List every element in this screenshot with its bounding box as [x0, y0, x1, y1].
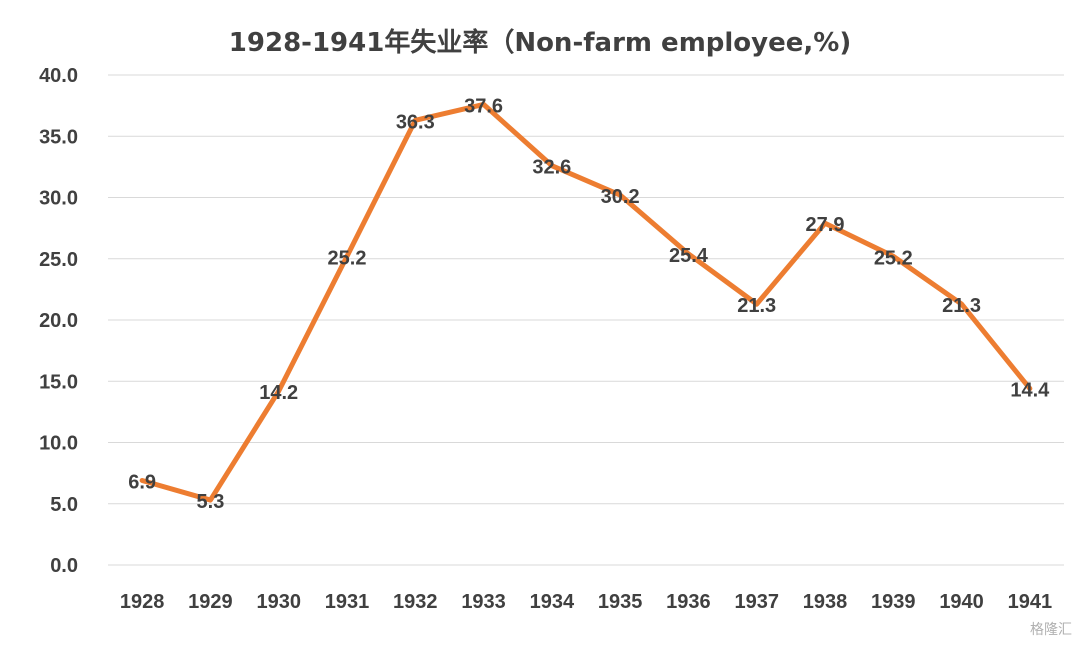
- y-tick-label: 35.0: [39, 126, 78, 148]
- series-line: [139, 101, 1033, 503]
- x-tick-label: 1930: [256, 591, 301, 613]
- y-tick-label: 10.0: [39, 433, 78, 455]
- data-label: 32.6: [532, 157, 571, 179]
- data-label: 30.2: [601, 186, 640, 208]
- y-tick-label: 0.0: [50, 555, 78, 577]
- data-label: 25.2: [874, 247, 913, 269]
- x-tick-label: 1928: [120, 591, 165, 613]
- x-tick-label: 1929: [188, 591, 233, 613]
- x-tick-label: 1941: [1008, 591, 1053, 613]
- y-tick-label: 30.0: [39, 188, 78, 210]
- data-label: 27.9: [806, 214, 845, 236]
- y-tick-label: 20.0: [39, 310, 78, 332]
- x-tick-label: 1937: [734, 591, 779, 613]
- data-label: 21.3: [942, 295, 981, 317]
- x-tick-label: 1938: [803, 591, 848, 613]
- x-tick-label: 1932: [393, 591, 438, 613]
- data-label: 36.3: [396, 111, 435, 133]
- y-tick-label: 25.0: [39, 249, 78, 271]
- y-tick-label: 15.0: [39, 371, 78, 393]
- x-tick-label: 1931: [325, 591, 370, 613]
- data-label: 37.6: [464, 95, 503, 117]
- x-tick-label: 1940: [939, 591, 984, 613]
- watermark: 格隆汇: [1030, 622, 1072, 638]
- x-tick-label: 1933: [461, 591, 506, 613]
- data-label: 25.4: [669, 245, 709, 267]
- chart-title: 1928-1941年失业率（Non-farm employee,%): [228, 28, 852, 58]
- x-tick-label: 1936: [666, 591, 711, 613]
- data-label: 14.4: [1010, 380, 1050, 402]
- y-tick-label: 5.0: [50, 494, 78, 516]
- x-tick-label: 1934: [530, 591, 575, 613]
- y-tick-label: 40.0: [39, 65, 78, 87]
- data-label: 21.3: [737, 295, 776, 317]
- data-label: 6.9: [128, 471, 156, 493]
- x-tick-label: 1939: [871, 591, 916, 613]
- data-label: 14.2: [259, 382, 298, 404]
- data-label: 5.3: [197, 491, 225, 513]
- x-tick-label: 1935: [598, 591, 643, 613]
- data-label: 25.2: [328, 247, 367, 269]
